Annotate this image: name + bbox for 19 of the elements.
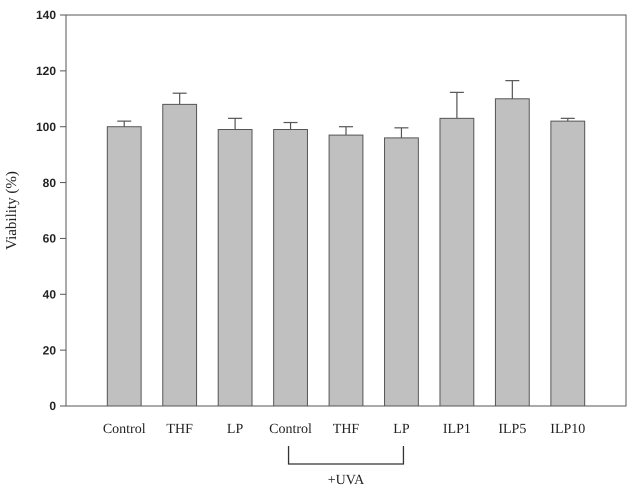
y-tick-label: 100: [36, 120, 56, 134]
x-tick-label: Control: [102, 422, 146, 437]
x-tick-label: ILP10: [550, 422, 586, 437]
x-tick-label: LP: [393, 422, 410, 437]
x-tick-label: Control: [269, 422, 312, 437]
x-tick-label: LP: [226, 422, 244, 437]
y-tick-label: 0: [49, 399, 56, 414]
x-tick-label: THF: [166, 422, 194, 437]
x-tick-label: ILP1: [442, 422, 471, 437]
y-tick-label: 20: [42, 343, 56, 358]
y-axis-title: Viability (%): [4, 171, 20, 250]
x-tick-label: THF: [332, 422, 360, 437]
y-tick-label: 140: [36, 8, 56, 22]
y-tick-label: 60: [42, 232, 56, 246]
x-tick-label: ILP5: [498, 422, 526, 437]
y-tick-label: 120: [36, 64, 56, 78]
text: +UVA: [328, 473, 366, 488]
y-tick-label: 80: [42, 176, 56, 190]
y-tick-label: 40: [42, 287, 56, 302]
